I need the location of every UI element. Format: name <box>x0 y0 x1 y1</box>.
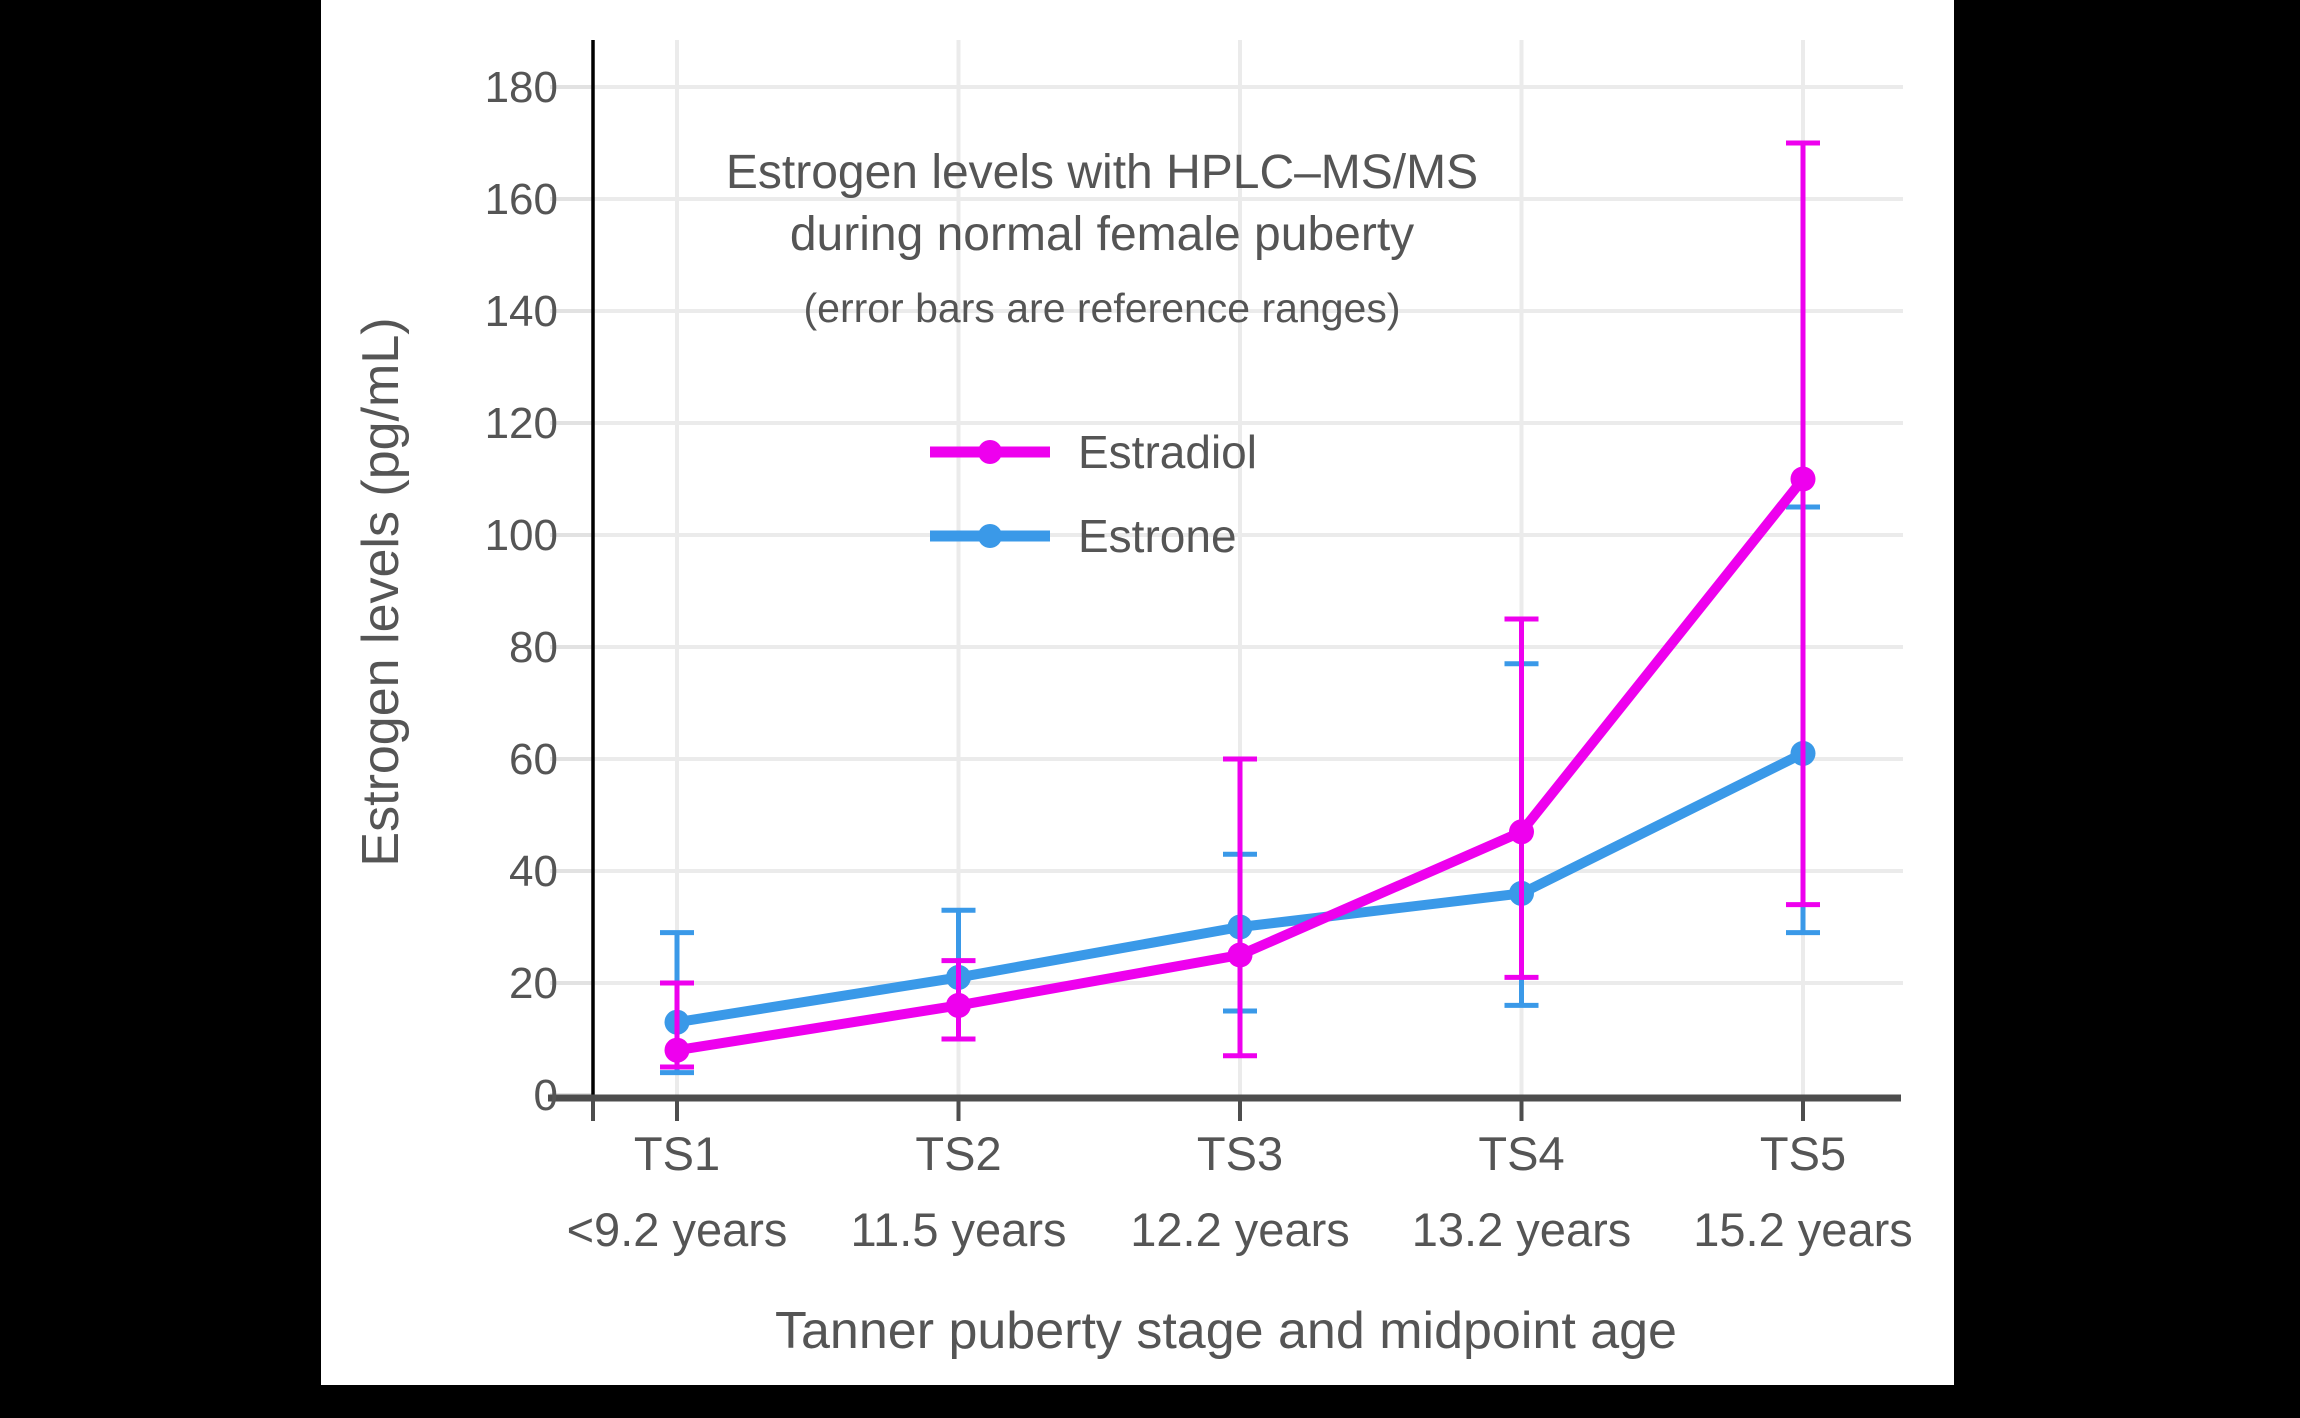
x-tick-label-ts4: TS4 <box>1478 1127 1564 1180</box>
x-age-label-ts2: 11.5 years <box>851 1203 1067 1256</box>
x-axis-title: Tanner puberty stage and midpoint age <box>775 1302 1677 1360</box>
y-tick-label-80: 80 <box>509 623 558 672</box>
chart-title-line2: during normal female puberty <box>790 208 1414 261</box>
y-tick-label-60: 60 <box>509 735 558 784</box>
y-axis-title: Estrogen levels (pg/mL) <box>352 317 410 866</box>
x-tick-label-ts3: TS3 <box>1197 1127 1283 1180</box>
x-tick-label-ts1: TS1 <box>634 1127 720 1180</box>
y-tick-label-160: 160 <box>485 175 558 224</box>
y-tick-label-20: 20 <box>509 959 558 1008</box>
tick-labels-layer: 0 20 40 60 80 100 120 140 160 180 TS1 <9.2 years TS2… <box>485 63 1913 1256</box>
x-age-label-ts3: 12.2 years <box>1130 1203 1349 1256</box>
estradiol-legend-label: Estradiol <box>1078 426 1257 478</box>
estradiol-marker-ts1 <box>664 1037 690 1063</box>
estradiol-marker-ts3 <box>1227 942 1253 968</box>
y-tick-label-140: 140 <box>485 287 558 336</box>
legend-item-estradiol: Estradiol <box>930 426 1257 478</box>
estrone-legend-marker <box>978 524 1002 548</box>
legend-item-estrone: Estrone <box>930 510 1237 562</box>
x-age-label-ts4: 13.2 years <box>1412 1203 1631 1256</box>
y-tick-label-40: 40 <box>509 847 558 896</box>
y-tick-label-100: 100 <box>485 511 558 560</box>
y-tick-label-0: 0 <box>534 1071 558 1120</box>
x-age-label-ts1: <9.2 years <box>567 1203 788 1256</box>
chart-title-line1: Estrogen levels with HPLC–MS/MS <box>726 146 1478 199</box>
x-tick-label-ts5: TS5 <box>1760 1127 1846 1180</box>
estrone-legend-label: Estrone <box>1078 510 1237 562</box>
estradiol-marker-ts5 <box>1790 466 1816 492</box>
series-layer <box>660 140 1820 1076</box>
estradiol-marker-ts2 <box>946 992 971 1018</box>
estradiol-marker-ts4 <box>1509 819 1534 845</box>
y-tick-label-180: 180 <box>485 63 558 112</box>
x-tick-label-ts2: TS2 <box>915 1127 1001 1180</box>
axes-layer <box>548 40 1901 1121</box>
estradiol-legend-marker <box>978 440 1002 464</box>
y-tick-label-120: 120 <box>485 399 558 448</box>
legend: Estradiol Estrone <box>930 426 1257 562</box>
estradiol-series <box>660 140 1820 1070</box>
x-age-label-ts5: 15.2 years <box>1693 1203 1912 1256</box>
chart-subtitle: (error bars are reference ranges) <box>803 285 1400 331</box>
